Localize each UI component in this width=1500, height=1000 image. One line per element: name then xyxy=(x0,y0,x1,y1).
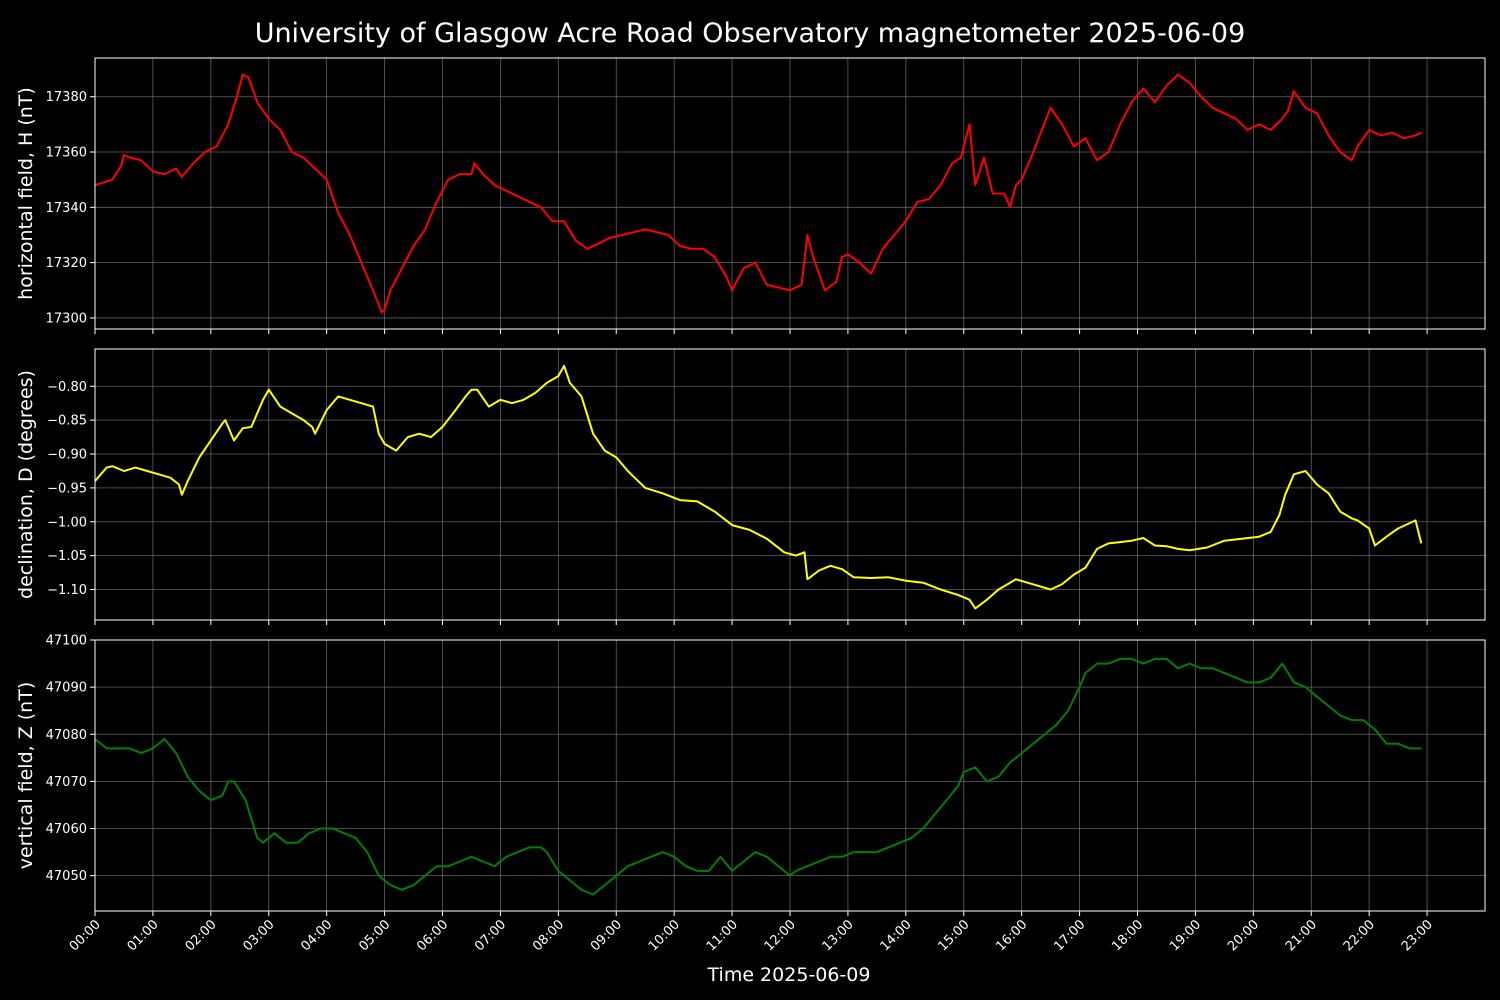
y-tick-label: 17380 xyxy=(46,90,87,105)
y-tick-label: −1.10 xyxy=(47,583,87,598)
y-tick-label: 47060 xyxy=(46,822,87,837)
y-tick-label: −1.05 xyxy=(47,549,87,564)
chart-title: University of Glasgow Acre Road Observat… xyxy=(255,18,1246,49)
h-field-y-axis-label: horizontal field, H (nT) xyxy=(15,87,37,300)
y-tick-label: 47080 xyxy=(46,728,87,743)
y-tick-label: −0.80 xyxy=(47,380,87,395)
declination-y-axis-label: declination, D (degrees) xyxy=(15,370,37,599)
y-tick-label: 47100 xyxy=(46,634,87,649)
panels: 17300 17320 17340 17360 17380 horizontal fiel… xyxy=(15,57,1486,916)
y-tick-label: 47090 xyxy=(46,681,87,696)
x-axis-label: Time 2025-06-09 xyxy=(707,964,871,986)
y-tick-label: 47070 xyxy=(46,775,87,790)
y-tick-label: 17320 xyxy=(46,256,87,271)
z-field-panel: 47050 47060 47070 47080 47090 47100 vertical f… xyxy=(15,634,1486,916)
h-field-series-line xyxy=(94,73,1422,314)
axes-frame xyxy=(94,639,1486,912)
h-field-panel: 17300 17320 17340 17360 17380 horizontal fiel… xyxy=(15,57,1486,334)
axes-frame xyxy=(94,348,1486,621)
y-tick-label: −1.00 xyxy=(47,515,87,530)
y-tick-label: −0.90 xyxy=(47,448,87,463)
y-tick-label: −0.85 xyxy=(47,414,87,429)
y-tick-label: 17360 xyxy=(46,146,87,161)
z-field-y-axis-label: vertical field, Z (nT) xyxy=(15,682,37,870)
y-tick-label: 17300 xyxy=(46,311,87,326)
declination-series-line xyxy=(94,364,1423,610)
z-field-series-line xyxy=(94,657,1422,896)
y-tick-label: −0.95 xyxy=(47,481,87,496)
y-tick-label: 17340 xyxy=(46,201,87,216)
axes-frame xyxy=(94,57,1486,330)
y-tick-label: 47050 xyxy=(46,869,87,884)
declination-panel: −0.80 −0.85 −0.90 −0.95 −1.00 −1.05 −1.10 decli… xyxy=(15,348,1486,625)
